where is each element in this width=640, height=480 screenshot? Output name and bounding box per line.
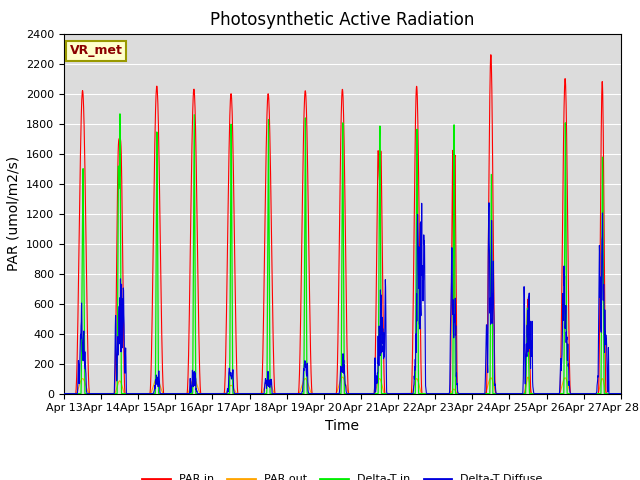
Text: VR_met: VR_met [70,44,122,58]
Y-axis label: PAR (umol/m2/s): PAR (umol/m2/s) [6,156,20,271]
X-axis label: Time: Time [325,419,360,433]
Title: Photosynthetic Active Radiation: Photosynthetic Active Radiation [210,11,475,29]
Legend: PAR in, PAR out, Delta-T in, Delta-T Diffuse: PAR in, PAR out, Delta-T in, Delta-T Dif… [138,470,547,480]
